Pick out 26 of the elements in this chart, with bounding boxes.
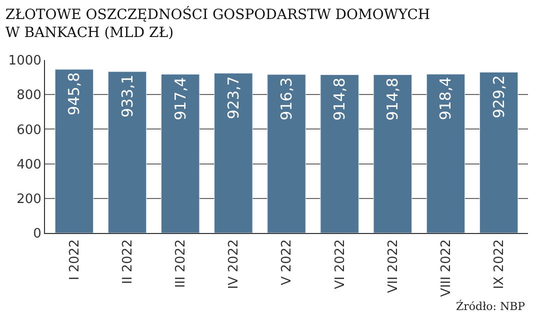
data-label: 914,8 [384, 78, 402, 121]
data-label: 923,7 [224, 76, 242, 120]
data-label: 918,4 [436, 77, 455, 120]
x-tick-label: IX 2022 [492, 239, 508, 290]
data-label: 929,2 [490, 75, 508, 118]
y-tick-label: 200 [16, 192, 42, 207]
text: Źródło: NBP [456, 299, 526, 313]
x-tick-label: VIII 2022 [438, 239, 454, 297]
x-tick-label: I 2022 [67, 239, 82, 280]
x-tick-label: VII 2022 [386, 239, 401, 293]
data-label: 914,8 [330, 78, 349, 121]
y-tick-label: 1000 [8, 54, 42, 69]
y-tick-label: 0 [33, 226, 42, 242]
y-tick-label: 600 [16, 122, 42, 138]
y-tick-label: 400 [16, 157, 42, 172]
x-tick-label: III 2022 [174, 239, 189, 288]
x-tick-label: V 2022 [280, 239, 295, 286]
data-label: 933,1 [118, 74, 136, 118]
chart-title: ZŁOTOWE OSZCZĘDNOŚCI GOSPODARSTW DOMOWYCH W BANKACH (MLD ZŁ) [5, 6, 430, 42]
data-label: 917,4 [171, 77, 190, 120]
x-tick-label: IV 2022 [226, 239, 242, 290]
data-label: 945,8 [65, 72, 84, 116]
y-tick-label: 800 [16, 88, 42, 104]
data-label: 916,3 [278, 77, 296, 120]
x-tick-label: VI 2022 [332, 239, 348, 290]
x-tick-label: II 2022 [120, 239, 136, 284]
